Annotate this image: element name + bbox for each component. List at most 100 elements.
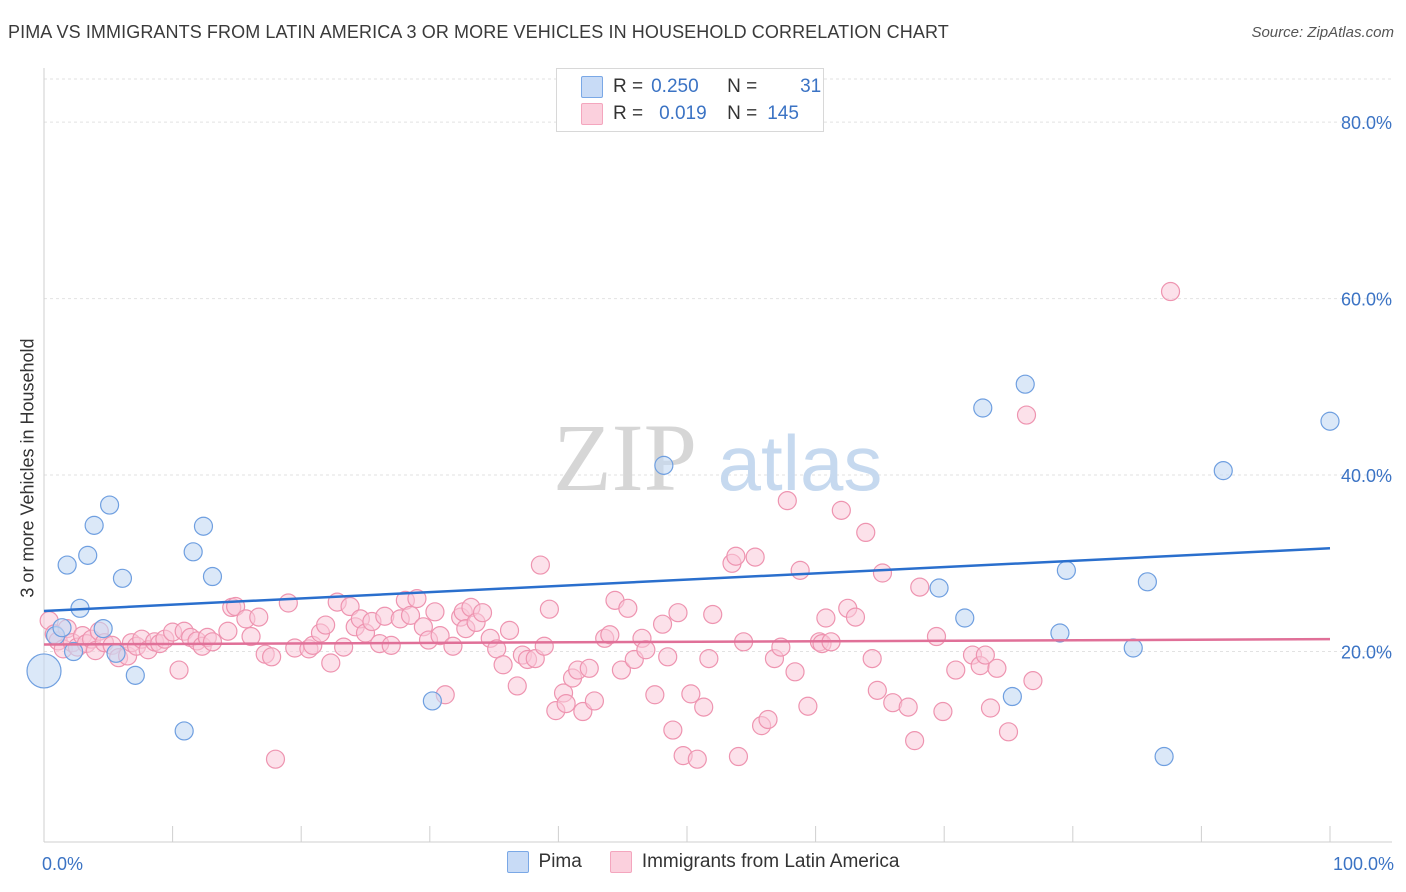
latin-point [202, 632, 223, 652]
latin-point [321, 653, 341, 673]
series-legend-pima: Pima [506, 851, 582, 873]
x-tick-label-min: 0.0% [42, 854, 83, 874]
grid [44, 78, 1392, 653]
latin-point [636, 640, 656, 660]
pima-point [973, 398, 993, 418]
latin-point [579, 658, 599, 678]
legend-r-label: R = [613, 76, 644, 97]
latin-point [862, 648, 882, 669]
pima-point [106, 643, 126, 663]
pima-point [422, 691, 442, 711]
latin-point [946, 660, 966, 680]
pima-point [1002, 686, 1022, 707]
y-tick-label: 80.0% [1341, 113, 1392, 133]
pima-point [1137, 572, 1157, 592]
latin-point [278, 593, 298, 613]
series-legend-label-pima: Pima [538, 851, 582, 872]
latin-point [507, 676, 527, 696]
latin-point [687, 749, 707, 769]
latin-point [1016, 405, 1037, 425]
latin-point [872, 563, 893, 583]
legend-n-value: 31 [800, 76, 822, 97]
pima-point [78, 545, 98, 565]
latin-point [381, 635, 401, 655]
pima-point [52, 618, 72, 638]
latin-point [618, 598, 638, 618]
pima-point [955, 608, 975, 628]
latin-point [910, 577, 930, 597]
legend-row-pima: R = 0.250 N = 31 [557, 74, 821, 100]
watermark-zip: ZIP [553, 404, 697, 511]
legend-r-value: 0.250 [651, 76, 699, 97]
x-tick-label-max: 100.0% [1333, 854, 1394, 874]
pima-point [125, 665, 145, 685]
pima-point [112, 568, 133, 588]
latin-point [556, 693, 576, 714]
stats-legend: R = 0.250 N = 31 R = 0.019 N = 145 [556, 68, 824, 132]
pima-point [174, 721, 194, 741]
pima-point [1015, 374, 1035, 394]
latin-point [980, 698, 1001, 718]
latin-point [699, 648, 719, 669]
latin-point [831, 500, 851, 520]
latin-point [798, 696, 818, 716]
legend-n-label: N = [727, 76, 758, 97]
legend-row-latin: R = 0.019 N = 145 [557, 101, 799, 127]
latin-point [703, 604, 723, 625]
latin-point [334, 637, 354, 657]
y-tick-label: 60.0% [1341, 290, 1392, 310]
pima-point [193, 516, 214, 536]
legend-n-value: 145 [767, 103, 799, 124]
watermark-atlas: atlas [718, 419, 883, 507]
latin-point [663, 720, 683, 740]
latin-point [1160, 281, 1181, 302]
latin-point [845, 607, 866, 627]
latin-point [790, 560, 810, 580]
legend-r-label: R = [613, 103, 644, 124]
latin-point [694, 697, 714, 717]
latin-point [726, 546, 746, 566]
y-tick-label: 40.0% [1341, 466, 1392, 486]
latin-point [668, 603, 688, 623]
pima-point [202, 566, 223, 587]
latin-point [600, 625, 620, 645]
latin-point [681, 684, 701, 704]
legend-swatch-pima [581, 76, 603, 98]
latin-point [611, 660, 632, 680]
latin-point [534, 636, 554, 656]
latin-point [975, 645, 995, 665]
latin-point [905, 731, 925, 751]
latin-point [933, 701, 953, 722]
latin-point [658, 647, 678, 667]
tick-labels: 20.0% 40.0% 60.0% 80.0% 0.0% 100.0% [42, 113, 1394, 874]
trend-line-latin [43, 637, 1331, 646]
latin-point [998, 722, 1019, 742]
latin-point [987, 658, 1007, 678]
latin-point [530, 555, 550, 575]
legend-n-label: N = [727, 103, 758, 124]
latin-point [472, 603, 493, 623]
series-legend-latin: Immigrants from Latin America [609, 851, 899, 873]
series-latin-points [39, 281, 1181, 769]
chart-title: PIMA VS IMMIGRANTS FROM LATIN AMERICA 3 … [8, 22, 949, 42]
source-label: Source: ZipAtlas.com [1251, 24, 1394, 41]
series-legend-swatch-pima [506, 851, 529, 873]
latin-point [400, 605, 421, 625]
y-tick-label: 20.0% [1341, 643, 1392, 663]
pima-point [654, 455, 674, 475]
latin-point [856, 522, 876, 543]
latin-point [443, 636, 463, 656]
latin-point [777, 491, 797, 511]
pima-point [26, 653, 62, 689]
latin-point [316, 615, 336, 635]
latin-point [745, 547, 765, 567]
latin-point [898, 697, 918, 717]
latin-point [241, 626, 261, 647]
latin-point [262, 647, 282, 667]
legend-swatch-latin [581, 103, 603, 125]
trend-lines [43, 547, 1331, 646]
pima-point [63, 641, 84, 662]
latin-point [758, 709, 778, 730]
pima-point [93, 618, 113, 639]
axes [43, 68, 1392, 843]
